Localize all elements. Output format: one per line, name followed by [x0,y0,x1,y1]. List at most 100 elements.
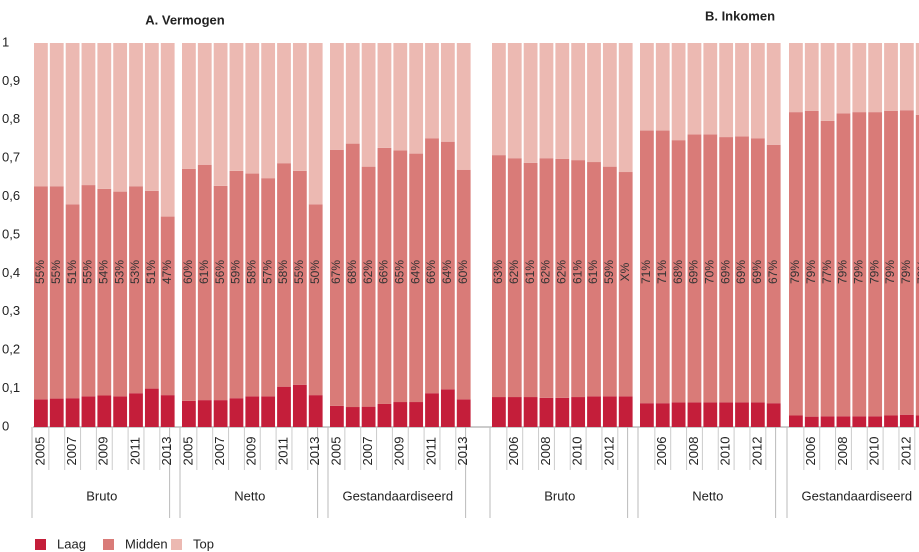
bar-segment [571,397,586,427]
value-label: 61% [570,260,584,284]
y-tick-label: 0,2 [2,342,20,357]
x-tick-label: 2011 [275,437,290,465]
bar-segment [425,43,439,139]
bar-segment [571,160,586,398]
bar-segment [292,384,307,427]
bar-segment [884,415,898,427]
bar-segment [182,43,196,169]
bar-segment [409,153,424,403]
x-tick-label: 2005 [180,437,195,466]
bar-segment [750,43,765,139]
bar-segment [213,400,228,427]
y-tick-label: 0 [2,418,9,433]
bar-segment [277,386,291,427]
x-tick-label: 2011 [127,437,142,465]
bar-segment [523,43,538,163]
panel-title: A. Vermogen [145,12,225,27]
bar-segment [393,43,408,151]
value-label: 59% [229,260,243,284]
legend-label: Midden [125,536,168,551]
bar-segment [245,173,260,397]
x-tick-label: 2011 [423,437,438,465]
bar-segment [836,416,851,427]
value-label: 62% [539,260,553,284]
x-tick-label: 2006 [506,437,521,466]
bar-segment [377,403,392,427]
bar-segment [81,43,96,186]
bar-segment [261,178,276,397]
x-tick-label: 2013 [455,437,470,466]
value-label: 69% [687,260,701,284]
value-label: 71% [655,260,669,284]
bar-segment [804,110,819,417]
bar-segment [789,43,803,113]
group-label: Bruto [86,488,117,503]
legend-swatch [171,539,182,550]
bar-segment [129,393,143,427]
bar-segment [113,396,128,427]
bar-segment [523,162,538,398]
group-label: Bruto [544,488,575,503]
bar-segment [820,120,835,417]
bar-segment [789,415,803,427]
bar-segment [144,190,159,389]
bar-segment [671,43,686,141]
bar-segment [361,406,376,427]
x-tick-label: 2008 [835,437,850,466]
value-label: 67% [766,260,780,284]
value-label: 55% [292,260,306,284]
bar-segment [735,402,749,427]
bar-segment [456,169,471,400]
bar-segment [456,43,471,170]
bar-segment [330,43,344,150]
bar-segment [81,396,96,427]
panel-title: B. Inkomen [705,8,775,23]
value-label: 60% [456,260,470,284]
value-label: 61% [197,260,211,284]
bar-segment [292,43,307,171]
value-label: 58% [244,260,258,284]
value-label: 79% [851,260,865,284]
bar-segment [308,204,323,396]
value-label: 57% [260,260,274,284]
bar-segment [899,43,914,111]
bar-segment [820,43,835,121]
value-label: 79% [836,260,850,284]
bar-segment [377,43,392,148]
bar-segment [245,396,260,427]
bar-segment [113,191,128,397]
y-tick-label: 0,9 [2,73,20,88]
bar-segment [655,130,670,404]
value-label: 51% [144,260,158,284]
value-label: 58% [276,260,290,284]
bar-segment [719,43,734,138]
x-tick-label: 2010 [718,437,733,466]
value-label: 61% [586,260,600,284]
bar-segment [852,112,867,417]
bar-segment [507,43,522,159]
bar-segment [49,186,64,399]
bar-segment [492,397,506,427]
value-label: 53% [112,260,126,284]
bar-segment [97,43,112,189]
value-label: 79% [788,260,802,284]
bar-segment [182,400,196,427]
legend-swatch [35,539,46,550]
bar-segment [735,43,749,137]
value-label: 79% [804,260,818,284]
bar-segment [868,112,883,417]
value-label: 66% [377,260,391,284]
bar-segment [789,112,803,416]
x-tick-label: 2013 [159,437,174,466]
bar-segment [915,114,919,416]
value-label: 55% [49,260,63,284]
bar-segment [144,43,159,191]
value-label: 69% [718,260,732,284]
bar-segment [602,166,617,397]
value-label: 55% [81,260,95,284]
value-label: 78% [915,260,919,284]
y-tick-label: 0,1 [2,380,20,395]
bar-segment [555,43,570,159]
x-tick-label: 2007 [360,437,375,466]
